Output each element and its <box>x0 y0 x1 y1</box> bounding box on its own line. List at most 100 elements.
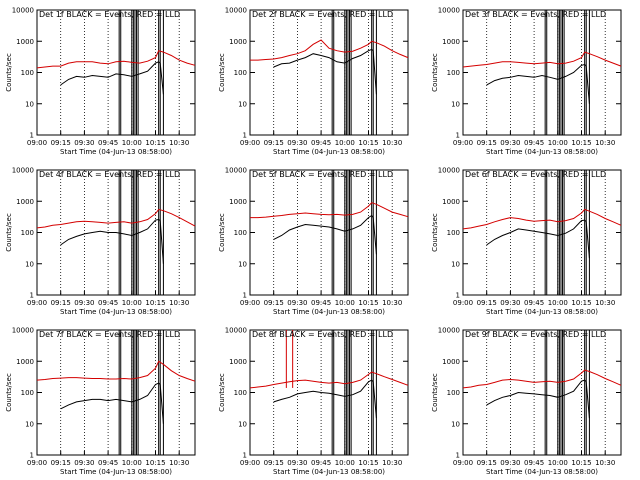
x-tick-label: 09:30 <box>74 139 94 147</box>
panel-title: Det 3f BLACK = Events, RED = LLD <box>465 10 606 19</box>
y-tick-label: 1000 <box>229 358 247 366</box>
series-events <box>486 63 590 104</box>
x-tick-label: 10:00 <box>122 139 142 147</box>
x-tick-label: 09:30 <box>74 299 94 307</box>
x-tick-label: 09:30 <box>287 299 307 307</box>
x-tick-label: 09:00 <box>453 459 473 467</box>
x-tick-label: 10:00 <box>122 459 142 467</box>
x-axis-label: Start Time (04-Jun-13 08:58:00) <box>273 308 385 316</box>
y-tick-label: 100 <box>234 389 247 397</box>
x-tick-label: 10:30 <box>169 139 189 147</box>
x-tick-label: 09:15 <box>477 459 497 467</box>
x-tick-label: 10:15 <box>358 139 378 147</box>
x-tick-label: 09:30 <box>500 299 520 307</box>
x-tick-label: 09:45 <box>524 459 544 467</box>
x-tick-label: 10:00 <box>335 139 355 147</box>
series-lld <box>36 50 196 69</box>
y-tick-label: 100 <box>21 389 34 397</box>
x-tick-label: 10:30 <box>595 459 615 467</box>
panel-5: 1 10 100 1000 10000 09:00 09:15 09:30 09:45 10:00… <box>218 167 409 316</box>
x-tick-label: 09:15 <box>477 299 497 307</box>
panel-2: 1 10 100 1000 10000 09:00 09:15 09:30 09:45 10:00… <box>218 7 409 156</box>
x-axis-label: Start Time (04-Jun-13 08:58:00) <box>60 148 172 156</box>
x-tick-label: 09:30 <box>500 139 520 147</box>
y-tick-label: 100 <box>234 229 247 237</box>
y-tick-label: 100 <box>21 229 34 237</box>
series-events <box>60 218 164 264</box>
series-events <box>273 214 377 255</box>
x-tick-label: 10:00 <box>548 459 568 467</box>
y-tick-label: 1 <box>243 452 247 460</box>
x-tick-label: 10:30 <box>595 139 615 147</box>
x-tick-label: 10:30 <box>382 139 402 147</box>
panel-title: Det 1f BLACK = Events, RED = LLD <box>39 10 180 19</box>
panel-title: Det 6f BLACK = Events, RED = LLD <box>465 170 606 179</box>
x-tick-label: 10:00 <box>335 459 355 467</box>
y-tick-label: 10000 <box>12 7 34 15</box>
y-tick-label: 10000 <box>438 167 460 175</box>
x-tick-label: 10:30 <box>169 299 189 307</box>
series-lld <box>36 360 196 382</box>
x-tick-label: 09:15 <box>477 139 497 147</box>
y-tick-label: 10000 <box>438 327 460 335</box>
x-tick-label: 10:00 <box>548 299 568 307</box>
y-tick-label: 1000 <box>16 198 34 206</box>
series-lld <box>249 371 409 389</box>
x-tick-label: 10:15 <box>571 459 591 467</box>
x-tick-label: 10:00 <box>335 299 355 307</box>
x-tick-label: 09:45 <box>98 299 118 307</box>
y-tick-label: 1000 <box>442 198 460 206</box>
x-tick-label: 09:30 <box>74 459 94 467</box>
y-tick-label: 10 <box>451 420 460 428</box>
y-tick-label: 10000 <box>12 327 34 335</box>
x-tick-label: 10:15 <box>358 459 378 467</box>
y-tick-label: 1 <box>456 132 460 140</box>
x-tick-label: 09:30 <box>500 459 520 467</box>
panel-title: Det 8f BLACK = Events, RED = LLD <box>252 330 393 339</box>
panel-7: 1 10 100 1000 10000 09:00 09:15 09:30 09:45 10:00… <box>5 327 196 476</box>
series-events <box>273 48 377 95</box>
series-lld <box>462 369 622 389</box>
x-tick-label: 09:00 <box>27 139 47 147</box>
series-events <box>60 382 164 424</box>
series-events <box>486 219 590 259</box>
y-tick-label: 10 <box>451 260 460 268</box>
x-tick-label: 09:45 <box>524 299 544 307</box>
series-lld <box>250 39 409 61</box>
y-tick-label: 10 <box>25 100 34 108</box>
x-tick-label: 09:00 <box>240 139 260 147</box>
y-axis-label: Counts/sec <box>5 213 13 252</box>
x-tick-label: 09:30 <box>287 139 307 147</box>
x-tick-label: 09:00 <box>240 299 260 307</box>
y-tick-label: 1 <box>243 132 247 140</box>
series-events <box>60 61 164 95</box>
x-tick-label: 09:45 <box>311 299 331 307</box>
y-tick-label: 10 <box>25 420 34 428</box>
y-tick-label: 10000 <box>225 327 247 335</box>
y-tick-label: 1 <box>243 292 247 300</box>
x-tick-label: 10:30 <box>169 459 189 467</box>
y-axis-label: Counts/sec <box>431 53 439 92</box>
y-tick-label: 10 <box>238 260 247 268</box>
y-tick-label: 1 <box>456 292 460 300</box>
y-tick-label: 1 <box>30 292 34 300</box>
y-tick-label: 100 <box>234 69 247 77</box>
x-tick-label: 09:00 <box>27 299 47 307</box>
series-lld <box>462 208 622 230</box>
series-lld <box>250 202 409 219</box>
y-tick-label: 100 <box>447 389 460 397</box>
x-axis-label: Start Time (04-Jun-13 08:58:00) <box>486 148 598 156</box>
x-tick-label: 10:15 <box>145 139 165 147</box>
x-tick-label: 10:15 <box>571 139 591 147</box>
y-tick-label: 10000 <box>438 7 460 15</box>
panel-title: Det 5f BLACK = Events, RED = LLD <box>252 170 393 179</box>
x-tick-label: 09:15 <box>264 459 284 467</box>
x-axis-label: Start Time (04-Jun-13 08:58:00) <box>273 148 385 156</box>
x-tick-label: 10:00 <box>122 299 142 307</box>
y-tick-label: 10 <box>238 420 247 428</box>
y-tick-label: 1000 <box>229 38 247 46</box>
x-tick-label: 10:15 <box>571 299 591 307</box>
y-axis-label: Counts/sec <box>5 53 13 92</box>
